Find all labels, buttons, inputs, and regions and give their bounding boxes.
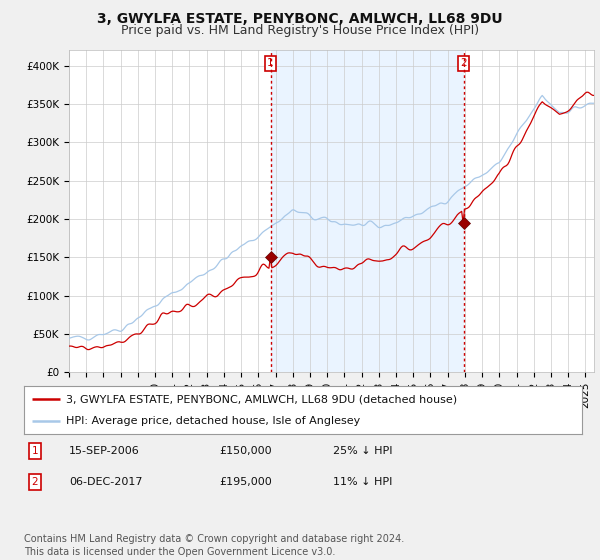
Text: Price paid vs. HM Land Registry's House Price Index (HPI): Price paid vs. HM Land Registry's House … bbox=[121, 24, 479, 36]
Text: 06-DEC-2017: 06-DEC-2017 bbox=[69, 477, 143, 487]
Text: 11% ↓ HPI: 11% ↓ HPI bbox=[333, 477, 392, 487]
Text: 1: 1 bbox=[31, 446, 38, 456]
Text: 3, GWYLFA ESTATE, PENYBONC, AMLWCH, LL68 9DU: 3, GWYLFA ESTATE, PENYBONC, AMLWCH, LL68… bbox=[97, 12, 503, 26]
Bar bbox=[271, 50, 464, 372]
Text: 15-SEP-2006: 15-SEP-2006 bbox=[69, 446, 140, 456]
Text: HPI: Average price, detached house, Isle of Anglesey: HPI: Average price, detached house, Isle… bbox=[66, 416, 360, 426]
Text: Contains HM Land Registry data © Crown copyright and database right 2024.
This d: Contains HM Land Registry data © Crown c… bbox=[24, 534, 404, 557]
Text: 2: 2 bbox=[460, 58, 467, 68]
Text: £195,000: £195,000 bbox=[219, 477, 272, 487]
Text: 1: 1 bbox=[267, 58, 274, 68]
Text: 25% ↓ HPI: 25% ↓ HPI bbox=[333, 446, 392, 456]
Text: 2: 2 bbox=[31, 477, 38, 487]
Text: £150,000: £150,000 bbox=[219, 446, 272, 456]
Text: 3, GWYLFA ESTATE, PENYBONC, AMLWCH, LL68 9DU (detached house): 3, GWYLFA ESTATE, PENYBONC, AMLWCH, LL68… bbox=[66, 394, 457, 404]
